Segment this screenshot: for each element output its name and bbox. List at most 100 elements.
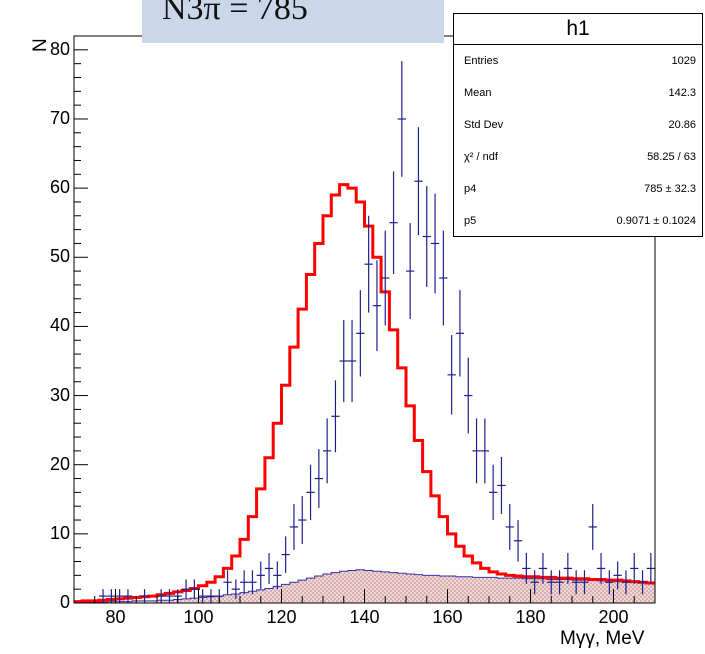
y-tick-label: 10: [49, 522, 70, 543]
fit-curve: [74, 183, 655, 604]
data-point: [555, 570, 564, 595]
data-point: [447, 335, 456, 415]
data-point: [181, 579, 191, 599]
data-point: [605, 570, 614, 595]
data-point: [381, 230, 390, 326]
data-point: [190, 579, 199, 599]
data-point: [223, 570, 232, 595]
stats-value: 142.3: [668, 87, 696, 99]
y-axis-label: N: [30, 38, 51, 52]
data-point: [406, 223, 415, 320]
y-tick-label: 60: [49, 177, 70, 198]
data-point: [489, 464, 498, 521]
data-point: [630, 552, 639, 584]
x-tick-label: 200: [598, 607, 629, 627]
data-point: [563, 552, 572, 584]
data-point: [298, 496, 307, 544]
data-point: [389, 171, 398, 274]
data-point: [588, 504, 597, 550]
data-point: [306, 464, 315, 521]
data-point: [455, 290, 465, 377]
data-point: [206, 589, 216, 603]
y-tick-label: 30: [49, 384, 70, 405]
data-point: [356, 290, 365, 377]
data-points: [98, 61, 655, 603]
data-point: [572, 570, 581, 595]
axes: [73, 49, 656, 604]
x-tick-label: 160: [432, 607, 463, 627]
stats-row-stddev: Std Dev 20.86: [454, 109, 702, 141]
data-point: [397, 61, 406, 177]
data-point: [98, 589, 108, 603]
data-point: [140, 589, 149, 603]
overlay-annotation: N3π = 785: [142, 0, 444, 43]
stats-key: p4: [464, 183, 477, 195]
fit-line: [74, 183, 655, 604]
y-tick-label: 0: [59, 592, 70, 612]
x-tick-label: 100: [183, 607, 214, 627]
stats-key: p5: [464, 215, 477, 227]
stats-row-p4: p4 785 ± 32.3: [454, 173, 702, 205]
x-tick-label: 140: [349, 607, 380, 627]
data-point: [256, 561, 265, 590]
data-point: [165, 589, 174, 603]
data-point: [231, 579, 240, 599]
x-tick-label: 80: [105, 607, 126, 627]
data-point: [505, 504, 514, 550]
y-tick-label: 70: [49, 107, 70, 128]
data-point: [621, 570, 631, 595]
data-point: [422, 186, 431, 287]
data-point: [240, 570, 249, 595]
stats-value: 58.25 / 63: [647, 151, 696, 163]
data-point: [414, 127, 423, 236]
stats-row-mean: Mean 142.3: [454, 77, 702, 109]
stats-row-chi2: χ² / ndf 58.25 / 63: [454, 141, 702, 173]
stats-key: Entries: [464, 55, 499, 67]
stats-key: Std Dev: [464, 119, 504, 131]
stats-key: Mean: [464, 87, 492, 99]
data-point: [538, 552, 548, 584]
data-point: [464, 357, 473, 434]
data-point: [331, 380, 340, 453]
stats-value: 0.9071 ± 0.1024: [616, 215, 696, 227]
data-point: [107, 589, 116, 603]
data-point: [157, 589, 166, 603]
data-point: [248, 570, 257, 595]
y-tick-label: 50: [49, 246, 70, 267]
x-tick-label: 180: [515, 607, 546, 627]
data-point: [314, 449, 323, 508]
data-point: [580, 570, 589, 595]
data-point: [530, 570, 539, 595]
data-point: [513, 520, 523, 562]
x-tick-label: 120: [266, 607, 297, 627]
x-axis-label: Mγγ, MeV: [560, 628, 645, 649]
data-point: [264, 552, 274, 584]
data-point: [347, 320, 357, 402]
stats-value: 1029: [671, 55, 696, 67]
data-point: [281, 536, 290, 573]
data-point: [339, 320, 348, 402]
data-point: [198, 589, 207, 603]
data-point: [480, 418, 489, 484]
data-point: [522, 552, 531, 584]
data-point: [638, 570, 647, 595]
stats-key: χ² / ndf: [464, 151, 498, 163]
stats-box-title: h1: [454, 14, 702, 45]
stats-value: 20.86: [668, 119, 696, 131]
data-point: [372, 260, 382, 352]
data-point: [472, 418, 481, 484]
data-point: [439, 230, 448, 326]
data-point: [497, 456, 506, 514]
data-point: [613, 561, 622, 590]
y-tick-label: 20: [49, 453, 70, 474]
stats-box: h1 Entries 1029 Mean 142.3 Std Dev 20.86 χ²…: [453, 13, 703, 237]
stats-row-p5: p5 0.9071 ± 0.1024: [454, 205, 702, 237]
data-point: [430, 193, 440, 294]
data-point: [115, 589, 124, 603]
y-tick-label: 80: [49, 38, 70, 59]
data-point: [646, 552, 655, 584]
y-tick-label: 40: [49, 315, 70, 336]
data-point: [547, 570, 556, 595]
stats-value: 785 ± 32.3: [644, 183, 696, 195]
data-point: [364, 215, 373, 313]
